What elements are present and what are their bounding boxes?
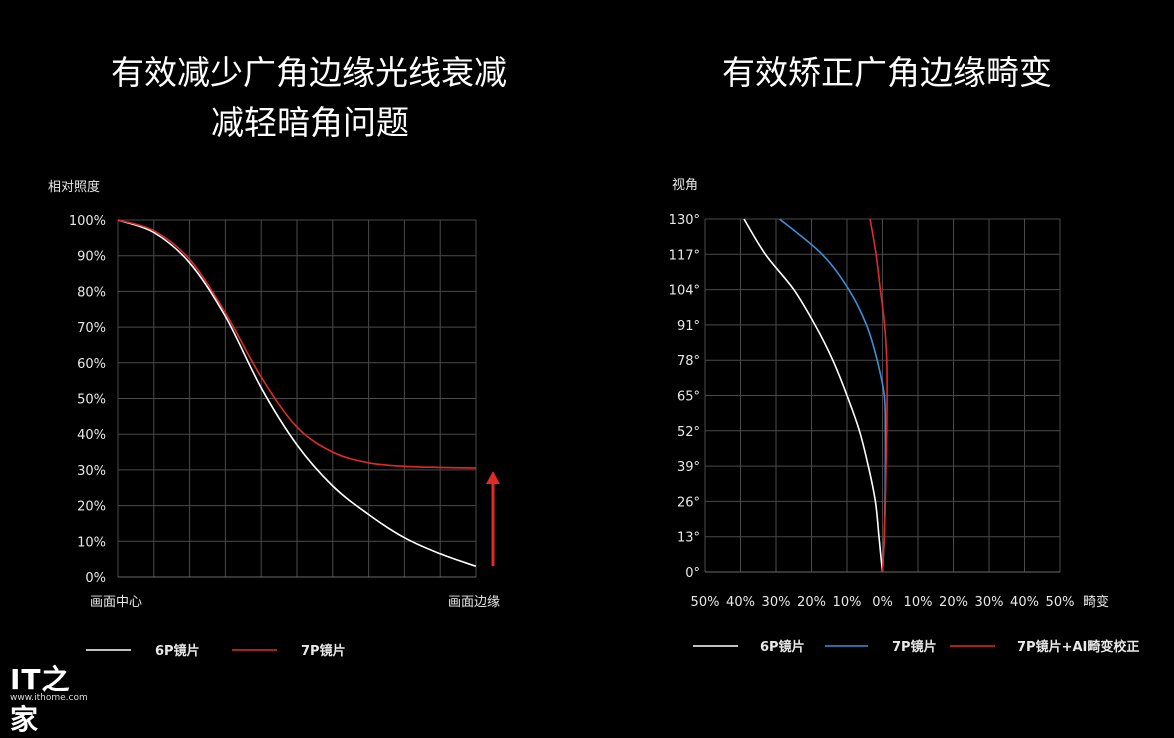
y-tick-label: 50% [77, 393, 106, 408]
y-tick-label: 30% [77, 464, 106, 479]
x-axis-label-left: 画面中心 [90, 595, 142, 610]
x-tick-label: 50% [691, 595, 720, 610]
x-tick-label: 40% [726, 595, 755, 610]
left-title-line2: 减轻暗角问题 [211, 103, 409, 142]
y-axis-label: 视角 [672, 178, 698, 193]
y-tick-label: 90% [77, 250, 106, 265]
ithome-logo-url: www.ithome.com [10, 693, 88, 703]
y-tick-label: 39° [677, 460, 700, 475]
y-tick-label: 130° [669, 213, 700, 228]
legend-label-1: 6P镜片 [155, 643, 200, 659]
y-tick-label: 52° [677, 425, 700, 440]
y-tick-label: 0% [85, 571, 106, 586]
left-title-line1: 有效减少广角边缘光线衰减 [111, 53, 507, 92]
legend-label-2: 7P镜片 [892, 639, 937, 655]
illuminance-chart: 0% 10% 20% 30% 40% 50% 60% 70% 80% 90% 100% 相对照度画面中… [48, 179, 500, 659]
x-axis-label: 畸变 [1083, 594, 1109, 610]
y-tick-label: 70% [77, 321, 106, 336]
y-tick-label: 13° [677, 531, 700, 546]
y-tick-label: 40% [77, 428, 106, 443]
y-tick-label: 78° [677, 354, 700, 369]
y-tick-label: 10% [77, 535, 106, 550]
x-tick-label: 10% [904, 595, 933, 610]
y-tick-label: 26° [677, 495, 700, 510]
x-tick-label: 30% [762, 595, 791, 610]
y-tick-label: 0° [685, 566, 700, 581]
legend-label-1: 6P镜片 [760, 639, 805, 655]
x-tick-label: 40% [1010, 595, 1039, 610]
series-line-1 [117, 219, 477, 568]
x-tick-label: 0% [872, 595, 893, 610]
up-arrow-head [486, 471, 500, 484]
distortion-chart: 50% 40% 30% 20% 10% 0% 10% 20% 30% 40% 50% 0° 13° 26°… [669, 178, 1140, 655]
y-tick-label: 20% [77, 500, 106, 515]
y-axis-label: 相对照度 [48, 179, 100, 195]
x-tick-label: 20% [797, 595, 826, 610]
series-line-3 [869, 218, 888, 573]
ithome-logo: IT之家 www.ithome.com [10, 658, 96, 736]
y-tick-label: 91° [677, 319, 700, 334]
x-tick-label: 10% [833, 595, 862, 610]
x-tick-label: 20% [939, 595, 968, 610]
y-tick-label: 117° [669, 248, 700, 263]
x-tick-label: 30% [975, 595, 1004, 610]
series-line-2 [117, 219, 477, 469]
y-tick-label: 60% [77, 357, 106, 372]
y-tick-label: 65° [677, 390, 700, 405]
series-line-1 [743, 218, 884, 573]
x-tick-label: 50% [1046, 595, 1075, 610]
legend-label-2: 7P镜片 [301, 643, 346, 659]
right-title: 有效矫正广角边缘畸变 [722, 53, 1052, 92]
x-axis-label-right: 画面边缘 [448, 595, 500, 610]
legend-label-3: 7P镜片+AI畸变校正 [1017, 639, 1139, 655]
y-tick-label: 104° [669, 284, 700, 299]
y-tick-label: 80% [77, 285, 106, 300]
y-tick-label: 100% [69, 214, 106, 229]
